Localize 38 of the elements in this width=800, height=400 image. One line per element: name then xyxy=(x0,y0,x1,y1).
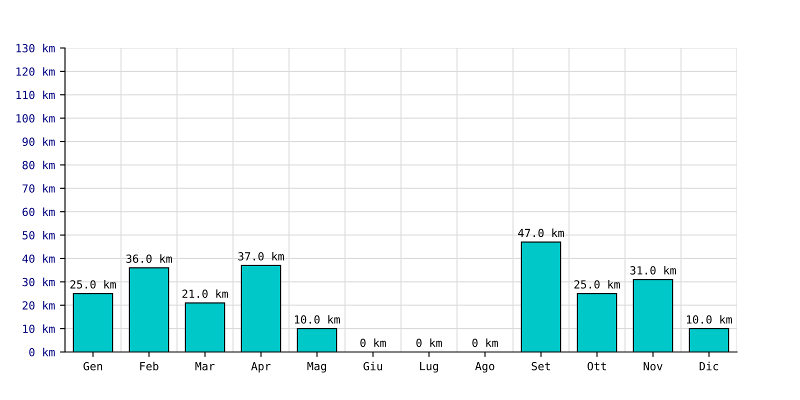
data-label: 31.0 km xyxy=(630,266,676,275)
data-label: 10.0 km xyxy=(294,315,340,324)
data-label: 10.0 km xyxy=(686,315,732,324)
data-label: 21.0 km xyxy=(182,289,228,298)
x-tick-label: Set xyxy=(532,362,550,370)
data-label: 37.0 km xyxy=(238,252,284,261)
x-tick-label: Ott xyxy=(588,362,606,370)
y-tick-label: 80 km xyxy=(22,160,55,170)
y-tick-label: 30 km xyxy=(22,278,55,286)
y-tick-label: 40 km xyxy=(22,254,55,263)
y-tick-label: 70 km xyxy=(22,184,55,193)
x-tick-label: Apr xyxy=(251,362,271,373)
data-label: 25.0 km xyxy=(70,280,116,289)
x-tick-label: Ago xyxy=(475,362,494,373)
data-label: 36.0 km xyxy=(126,254,172,263)
y-tick-label: 60 km xyxy=(22,208,55,216)
y-tick-label: 110 km xyxy=(16,90,55,100)
data-label: 0 km xyxy=(416,338,442,348)
y-tick-label: 10 km xyxy=(23,324,55,334)
y-tick-label: 100 km xyxy=(16,114,55,123)
y-tick-label: 90 km xyxy=(22,137,55,146)
x-tick-label: Giu xyxy=(364,362,382,370)
y-tick-label: 0 km xyxy=(29,348,55,356)
y-tick-label: 50 km xyxy=(22,230,55,240)
x-tick-label: Mar xyxy=(195,362,215,370)
data-label: 0 km xyxy=(360,338,386,348)
x-tick-label: Nov xyxy=(644,362,662,370)
x-tick-label: Lug xyxy=(420,362,438,373)
x-tick-label: Gen xyxy=(84,362,102,370)
x-tick-label: Dic xyxy=(700,362,718,370)
x-tick-label: Feb xyxy=(140,362,158,370)
y-tick-label: 120 km xyxy=(16,67,55,76)
data-label: 47.0 km xyxy=(518,228,564,238)
data-label: 0 km xyxy=(472,338,498,348)
y-tick-label: 20 km xyxy=(22,301,55,310)
x-tick-label: Mag xyxy=(307,362,326,373)
data-label: 25.0 km xyxy=(574,280,620,289)
y-tick-label: 130 km xyxy=(16,44,55,52)
